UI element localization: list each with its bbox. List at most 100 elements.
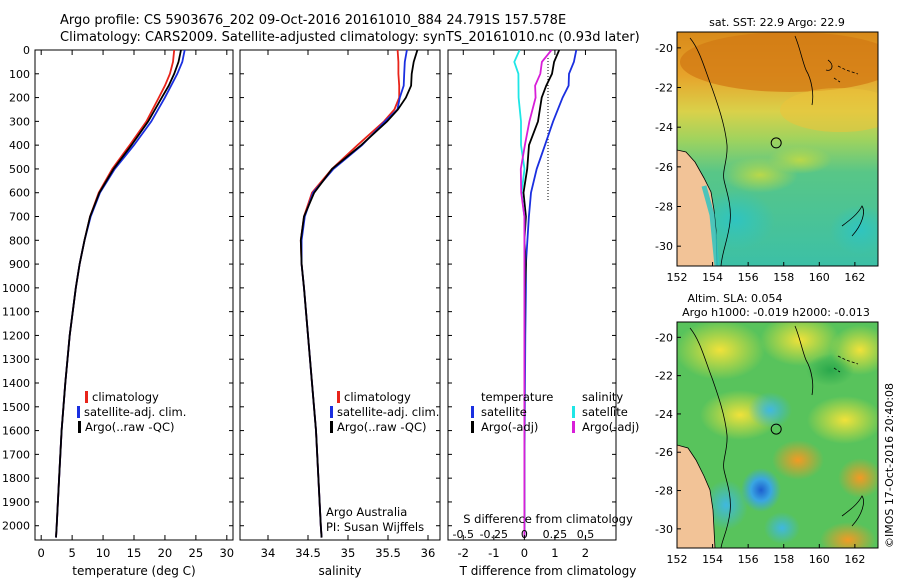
coastal-current <box>701 185 720 266</box>
map-x-tick-label: 156 <box>738 553 759 566</box>
map-y-tick-label: -24 <box>655 408 673 421</box>
argo-position-marker <box>770 423 782 435</box>
legend-swatch-climatology <box>85 391 88 403</box>
map-x-tick-label: 156 <box>738 271 759 284</box>
x-tick-label: 34.5 <box>295 546 321 560</box>
legend-label-argo: Argo(..raw -QC) <box>337 420 427 434</box>
top-tick-label: -0.5 <box>453 528 474 541</box>
temperature-legend: climatology satellite-adj. clim. Argo(..… <box>77 390 186 434</box>
depth-tick-label: 1800 <box>2 472 30 485</box>
temperature-series <box>55 50 186 538</box>
argo-position-marker <box>770 137 782 149</box>
sst-map-frame <box>676 31 879 267</box>
map-y-tick-label: -30 <box>655 240 673 253</box>
top-tick-label: -0.25 <box>480 528 508 541</box>
map-y-tick-label: -22 <box>655 82 673 95</box>
difference-legend: temperature salinity satellite Argo(-adj… <box>471 390 639 434</box>
legend-swatch-t-satellite <box>471 406 474 418</box>
sla-anomaly <box>807 396 878 444</box>
header-line2: Climatology: CARS2009. Satellite-adjuste… <box>60 30 640 45</box>
top-tick-label: 0.25 <box>543 528 568 541</box>
sst-map-title: sat. SST: 22.9 Argo: 22.9 <box>709 16 845 29</box>
depth-tick-label: 0 <box>23 44 30 57</box>
legend-label-s-argo: Argo(-adj) <box>582 420 639 434</box>
map-y-tick-label: -26 <box>655 161 673 174</box>
depth-tick-label: 700 <box>9 211 30 224</box>
reef-outline <box>833 355 859 373</box>
sla-map-subtitle: Argo h1000: -0.019 h2000: -0.013 <box>682 306 870 319</box>
x-tick-label: 35.5 <box>375 546 401 560</box>
depth-tick-label: 200 <box>9 92 30 105</box>
land-mass <box>677 444 716 548</box>
x-tick-label: 0 <box>38 546 45 560</box>
depth-tick-label: 2000 <box>2 520 30 533</box>
header-line1: Argo profile: CS 5903676_202 09-Oct-2016… <box>60 13 566 28</box>
legend-swatch-argo <box>78 421 81 433</box>
salinity-series <box>299 50 419 538</box>
sla-map-title: Altim. SLA: 0.054 <box>687 292 782 305</box>
temperature-panel: 0100200300400500600700800900100011001200… <box>2 44 234 578</box>
sla-map-field <box>677 322 878 548</box>
sla-map-frame <box>676 321 879 549</box>
map-x-tick-label: 162 <box>844 553 865 566</box>
x-tick-label: -1 <box>488 546 499 560</box>
salinity-frame <box>239 49 441 541</box>
sla-anomaly <box>677 322 765 380</box>
map-x-tick-label: 152 <box>667 553 688 566</box>
sla-anomaly <box>806 354 854 386</box>
depth-tick-label: 1000 <box>2 282 30 295</box>
isobath <box>794 35 814 106</box>
legend-label-climatology: climatology <box>92 390 159 404</box>
x-tick-label: 35 <box>341 546 356 560</box>
difference-series <box>513 50 578 538</box>
x-tick-label: 5 <box>68 546 75 560</box>
isobath <box>689 327 731 548</box>
map-y-tick-label: -28 <box>655 201 673 214</box>
sla-positive-anomaly <box>772 440 824 480</box>
legend-swatch-argo <box>330 421 333 433</box>
map-y-tick-label: -28 <box>655 485 673 498</box>
isobath <box>794 325 814 396</box>
top-tick-label: 0.5 <box>577 528 595 541</box>
map-y-tick-label: -20 <box>655 42 673 55</box>
depth-tick-label: 1300 <box>2 353 30 366</box>
depth-tick-label: 1100 <box>2 306 30 319</box>
salinity-xlabel: salinity <box>318 564 361 578</box>
legend-label-satellite: satellite-adj. clim. <box>84 405 186 419</box>
legend-swatch-satellite <box>330 406 333 418</box>
depth-tick-label: 800 <box>9 234 30 247</box>
sla-map-axes: 152 154 156 158 160 162 -20 -22 -24 -26 -28 -30 <box>655 331 865 566</box>
x-tick-label: 20 <box>158 546 173 560</box>
legend-label-s-satellite: satellite <box>582 405 628 419</box>
x-tick-label: 34 <box>261 546 276 560</box>
map-y-tick-label: -24 <box>655 121 673 134</box>
sla-positive-anomaly <box>838 458 878 498</box>
isobath <box>841 205 864 237</box>
depth-tick-label: 1200 <box>2 329 30 342</box>
reef-outline <box>833 65 859 83</box>
sst-cool-patch <box>830 205 878 255</box>
temperature-x-axis: 0 5 10 15 20 25 30 <box>38 50 234 560</box>
difference-x-axis: -2 -1 0 1 2 <box>458 50 589 560</box>
difference-top-xlabel: S difference from climatology <box>463 512 633 526</box>
sst-warm-band <box>680 32 878 92</box>
depth-tick-label: 1900 <box>2 496 30 509</box>
depth-tick-label: 400 <box>9 139 30 152</box>
legend-label-climatology: climatology <box>344 390 411 404</box>
x-tick-label: 0 <box>521 546 528 560</box>
depth-tick-label: 100 <box>9 68 30 81</box>
sst-eddy-patch <box>768 146 832 174</box>
x-tick-label: 15 <box>127 546 142 560</box>
map-x-tick-label: 160 <box>809 553 830 566</box>
map-x-tick-label: 162 <box>844 271 865 284</box>
depth-tick-label: 1400 <box>2 377 30 390</box>
sla-negative-anomaly <box>764 512 800 544</box>
x-tick-label: 36 <box>421 546 436 560</box>
salinity-x-axis: 34 34.5 35 35.5 36 <box>261 50 436 560</box>
reef-outline <box>825 59 833 71</box>
map-x-tick-label: 154 <box>702 271 723 284</box>
difference-xlabel: T difference from climatology <box>459 564 637 578</box>
legend-title-temperature: temperature <box>481 390 553 404</box>
depth-tick-label: 1500 <box>2 401 30 414</box>
sst-map-axes: 152 154 156 158 160 162 -20 -22 -24 -26 -28 -30 <box>655 42 865 284</box>
